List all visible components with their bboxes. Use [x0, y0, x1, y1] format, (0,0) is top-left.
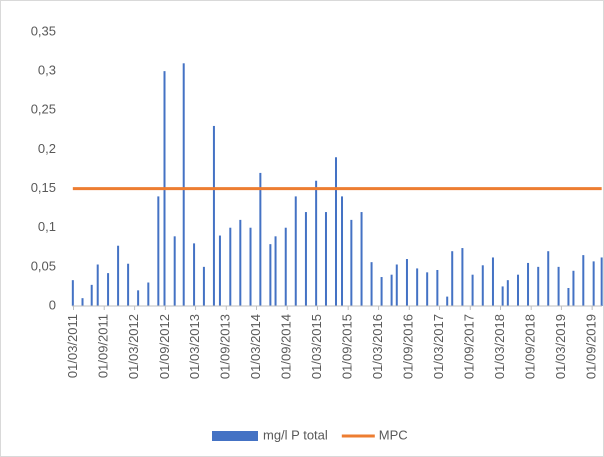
y-tick-label: 0,1: [38, 219, 56, 234]
bar: [582, 255, 585, 306]
bar: [274, 236, 277, 306]
bar: [446, 296, 449, 306]
bar: [527, 262, 530, 306]
y-tick-label: 0,3: [38, 63, 56, 78]
bar: [229, 227, 232, 306]
bar: [147, 282, 150, 306]
bar: [517, 274, 520, 306]
bar: [501, 286, 504, 306]
y-tick-label: 0,25: [31, 102, 56, 117]
bar: [350, 219, 353, 306]
bar: [592, 261, 595, 306]
bar: [557, 266, 560, 306]
bar: [600, 257, 603, 306]
bar: [117, 245, 120, 306]
x-tick-label: 01/03/2011: [65, 314, 80, 378]
bar: [380, 277, 383, 306]
bar: [173, 236, 176, 306]
bar: [294, 196, 297, 306]
bar: [436, 269, 439, 306]
bar: [572, 270, 575, 306]
x-tick-label: 01/03/2016: [370, 314, 385, 379]
bar: [547, 251, 550, 306]
bar: [416, 268, 419, 306]
bar: [491, 257, 494, 306]
x-tick-label: 01/03/2017: [431, 314, 446, 379]
bar: [269, 244, 272, 306]
bar: [461, 248, 464, 306]
x-tick-label: 01/09/2015: [340, 314, 355, 379]
x-tick-label: 01/03/2018: [492, 314, 507, 379]
bar: [239, 219, 242, 306]
x-tick-label: 01/09/2011: [96, 314, 111, 378]
bar: [107, 273, 110, 306]
x-tick-label: 01/03/2012: [126, 314, 141, 379]
bar: [127, 263, 130, 306]
bar: [324, 212, 327, 306]
bar: [249, 227, 252, 306]
bar: [304, 212, 307, 306]
bar: [315, 180, 318, 306]
bar: [90, 284, 93, 306]
y-tick-label: 0,2: [38, 141, 56, 156]
bar: [471, 274, 474, 306]
bar: [71, 280, 74, 306]
bar: [137, 290, 140, 306]
y-tick-label: 0: [49, 297, 56, 312]
x-tick-label: 01/09/2013: [218, 314, 233, 379]
bar: [451, 251, 454, 306]
bar: [284, 227, 287, 306]
x-tick-label: 01/03/2019: [553, 314, 568, 379]
bar: [212, 125, 215, 306]
bar: [370, 262, 373, 306]
bar: [395, 264, 398, 306]
bar: [537, 266, 540, 306]
x-tick-label: 01/03/2015: [309, 314, 324, 379]
x-tick-label: 01/09/2014: [279, 314, 294, 379]
bar: [506, 280, 509, 306]
bar: [567, 287, 570, 306]
legend-label: mg/l P total: [263, 427, 328, 442]
legend-label: MPC: [379, 427, 408, 442]
bar: [218, 235, 221, 306]
bar: [481, 265, 484, 306]
x-tick-label: 01/09/2017: [462, 314, 477, 379]
legend-swatch: [212, 431, 258, 441]
x-tick-label: 01/09/2012: [157, 314, 172, 379]
x-tick-label: 01/09/2019: [584, 314, 599, 379]
bar: [259, 172, 262, 306]
y-tick-label: 0,05: [31, 258, 56, 273]
x-tick-label: 01/03/2014: [248, 314, 263, 379]
bar: [405, 259, 408, 306]
bar: [182, 63, 185, 306]
bar: [334, 157, 337, 306]
x-tick-label: 01/09/2018: [523, 314, 538, 379]
bar: [341, 196, 344, 306]
bar: [96, 264, 99, 306]
bar: [81, 298, 84, 306]
bar: [157, 196, 160, 306]
y-tick-label: 0,35: [31, 23, 56, 38]
x-tick-label: 01/09/2016: [401, 314, 416, 379]
x-tick-label: 01/03/2013: [187, 314, 202, 379]
bar: [390, 274, 393, 306]
bar: [202, 266, 205, 306]
bar: [193, 243, 196, 306]
bar: [360, 212, 363, 306]
y-tick-label: 0,15: [31, 180, 56, 195]
bar: [426, 272, 429, 306]
